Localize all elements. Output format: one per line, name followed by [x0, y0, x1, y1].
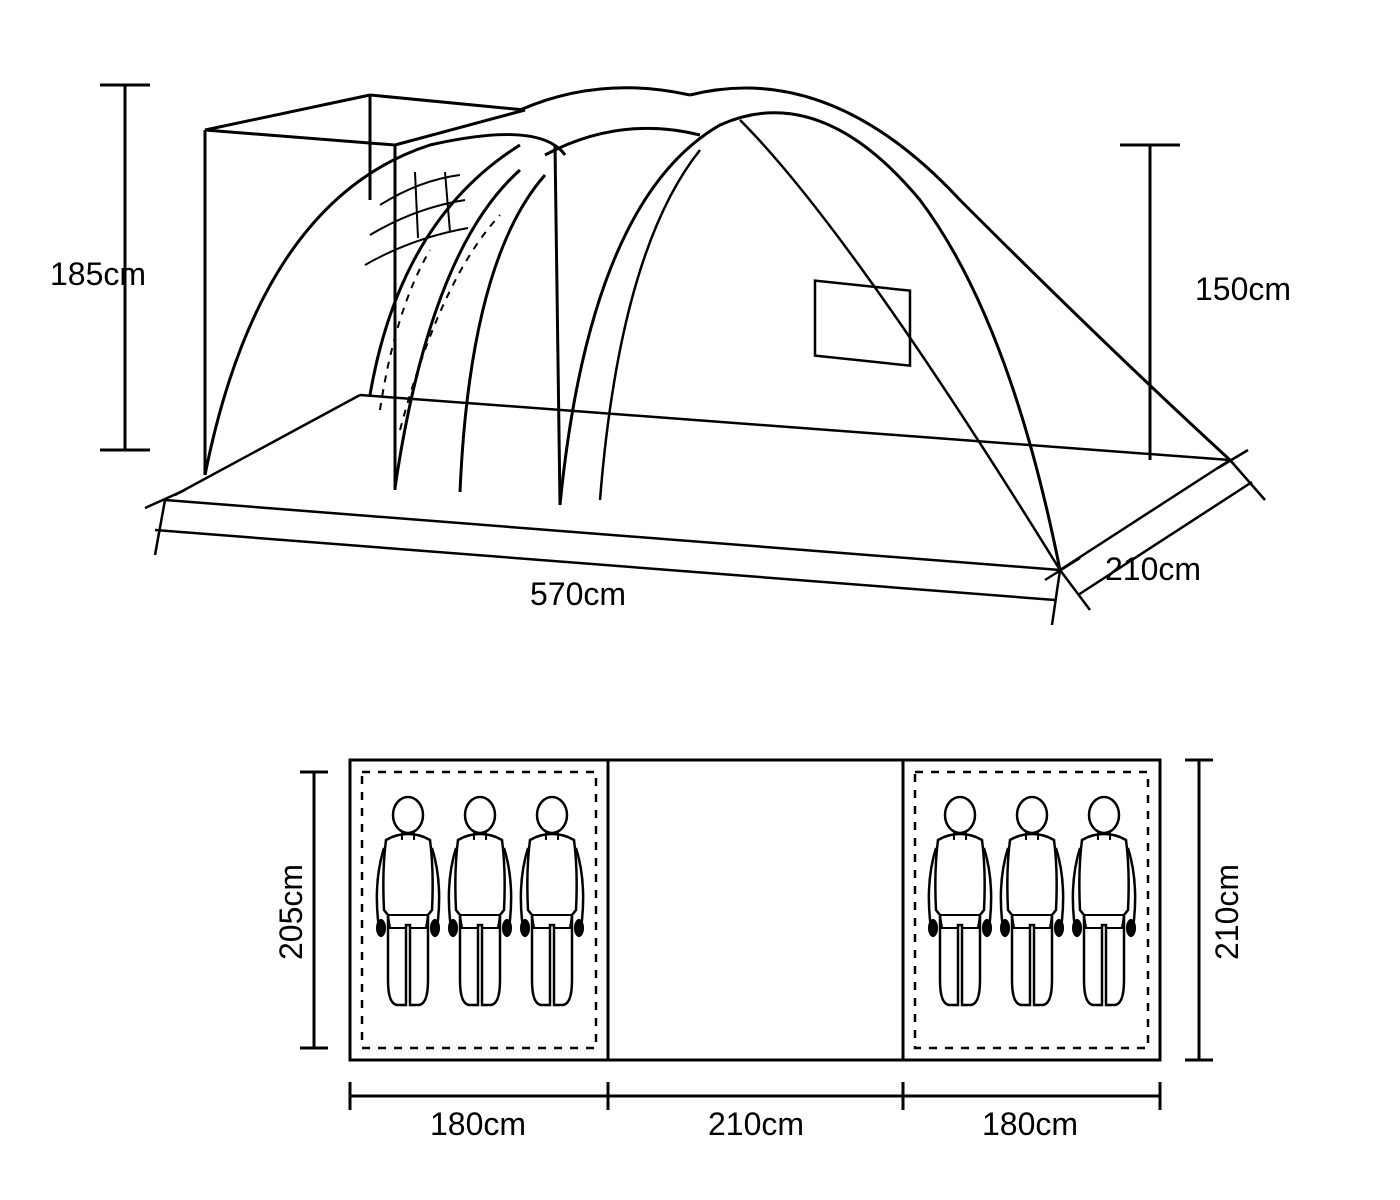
tent-ground — [145, 395, 1248, 580]
floorplan-outer-rect — [350, 760, 1160, 1060]
label-210cm-persp: 210cm — [1105, 551, 1201, 587]
label-180cm-left: 180cm — [430, 1106, 526, 1142]
tent-center-ridge — [520, 88, 700, 505]
floorplan-right-occupants — [928, 797, 1136, 1005]
tent-diagram-canvas: { "diagram": { "type": "technical-line-d… — [0, 0, 1400, 1200]
dim-length-570: 570cm — [155, 500, 1060, 625]
label-150cm: 150cm — [1195, 271, 1291, 307]
diagram-svg: 185cm 150cm — [0, 0, 1400, 1200]
floorplan-left-inner — [362, 772, 596, 1048]
dim-height-185: 185cm — [50, 85, 150, 450]
tent-floor-plan: 205cm 210cm 180cm 210cm 180cm — [273, 760, 1245, 1142]
dim-depth-210: 210cm — [1185, 760, 1245, 1060]
label-210cm-mid: 210cm — [708, 1106, 804, 1142]
tent-perspective-view: 185cm 150cm — [50, 85, 1291, 625]
label-210cm-depth: 210cm — [1209, 864, 1245, 960]
tent-vestibule-frame — [205, 95, 525, 490]
label-180cm-right: 180cm — [982, 1106, 1078, 1142]
tent-right-dome — [560, 88, 1230, 570]
label-205cm: 205cm — [273, 864, 309, 960]
floorplan-right-inner — [915, 772, 1148, 1048]
dim-width-210-persp: 210cm — [1060, 460, 1265, 610]
dim-widths-bottom: 180cm 210cm 180cm — [350, 1082, 1160, 1142]
dim-depth-205: 205cm — [273, 772, 328, 1048]
label-185cm: 185cm — [50, 256, 146, 292]
dim-height-150: 150cm — [1120, 145, 1291, 460]
label-570cm: 570cm — [530, 576, 626, 612]
tent-left-dome — [205, 135, 565, 492]
floorplan-left-occupants — [376, 797, 584, 1005]
